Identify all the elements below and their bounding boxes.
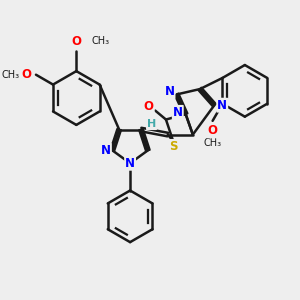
Text: N: N (101, 144, 111, 157)
Text: H: H (147, 119, 156, 129)
Text: N: N (217, 99, 227, 112)
Text: N: N (173, 106, 183, 119)
Text: CH₃: CH₃ (1, 70, 19, 80)
Text: S: S (169, 140, 177, 153)
Text: O: O (21, 68, 31, 81)
Text: N: N (164, 85, 175, 98)
Text: N: N (125, 157, 135, 170)
Text: CH₃: CH₃ (204, 138, 222, 148)
Text: O: O (208, 124, 218, 137)
Text: CH₃: CH₃ (92, 36, 110, 46)
Text: O: O (71, 35, 81, 48)
Text: O: O (144, 100, 154, 113)
